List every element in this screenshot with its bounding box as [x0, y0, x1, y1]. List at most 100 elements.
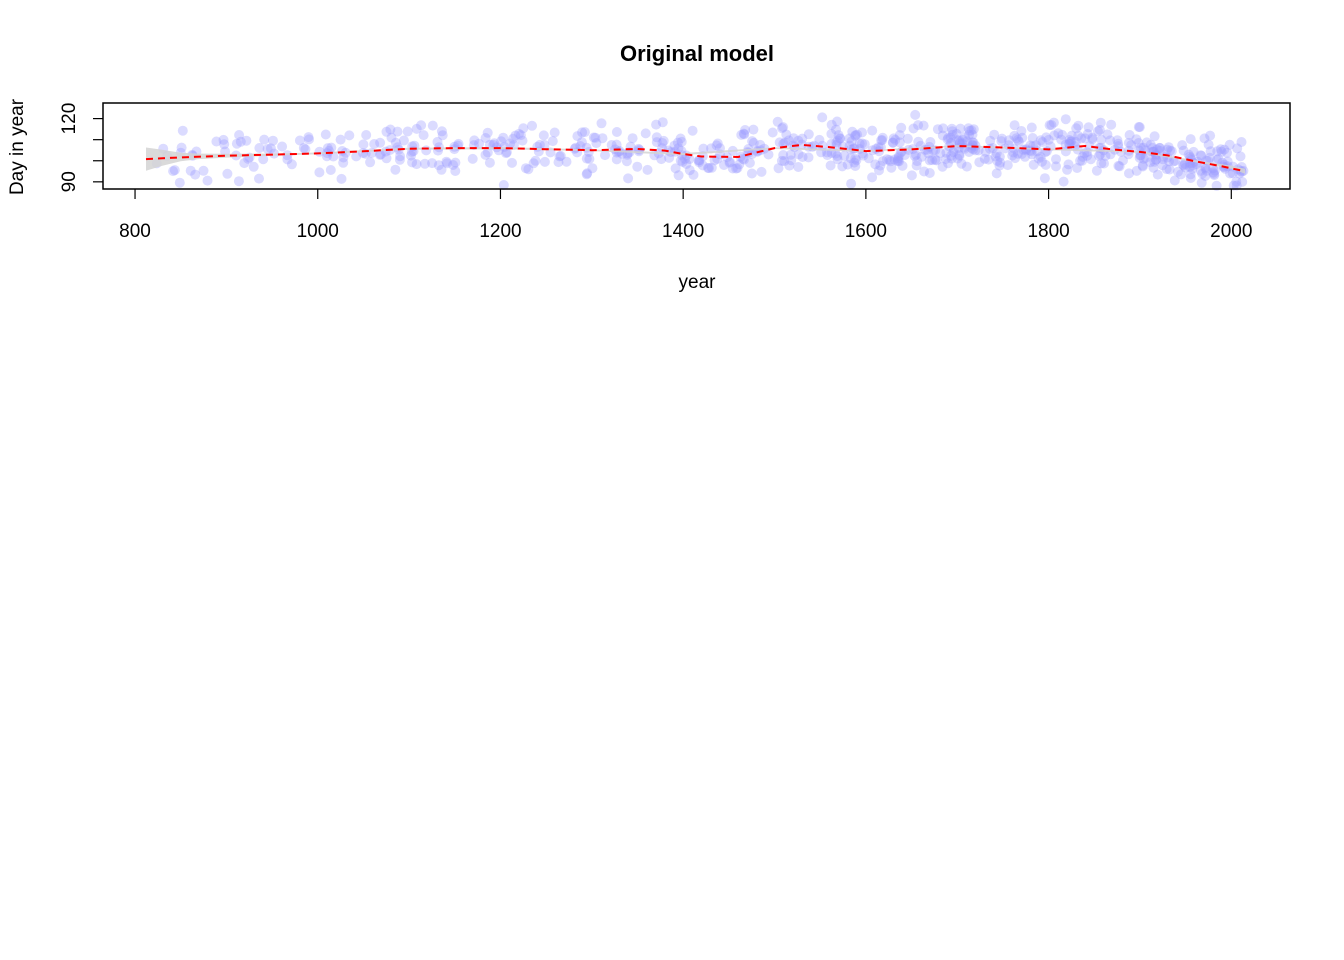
data-point	[797, 152, 808, 162]
data-point	[826, 119, 837, 130]
data-point	[1177, 159, 1188, 170]
data-point	[569, 143, 580, 154]
data-point	[1095, 117, 1106, 128]
data-point	[834, 133, 845, 144]
data-point	[282, 154, 293, 165]
data-point	[1060, 146, 1071, 157]
data-point	[1157, 160, 1168, 171]
data-point	[657, 138, 668, 148]
data-point	[1196, 150, 1207, 161]
data-point	[651, 119, 662, 130]
data-point	[693, 155, 704, 166]
data-point	[258, 154, 269, 165]
data-point	[501, 147, 512, 158]
data-point	[407, 157, 418, 168]
y-axis-label: Day in year	[7, 98, 28, 195]
data-point	[1053, 128, 1064, 139]
data-point	[262, 144, 273, 154]
data-point	[943, 158, 953, 169]
data-point	[1232, 143, 1243, 154]
data-point	[1188, 146, 1199, 157]
data-point	[336, 173, 347, 184]
data-point	[774, 137, 785, 148]
data-point	[893, 151, 904, 162]
data-point	[658, 135, 669, 146]
data-point	[712, 138, 723, 149]
data-point	[947, 129, 958, 140]
data-point	[781, 129, 792, 140]
data-point	[739, 129, 750, 140]
data-point	[706, 162, 717, 173]
data-point	[932, 124, 943, 135]
data-point	[946, 153, 957, 164]
data-point	[672, 137, 683, 148]
data-point	[1197, 168, 1208, 179]
data-point	[1222, 156, 1233, 167]
data-point	[436, 126, 447, 137]
data-point	[514, 128, 524, 139]
data-point	[1138, 142, 1149, 153]
data-point	[1033, 153, 1044, 164]
data-point	[168, 166, 179, 177]
data-point	[1062, 164, 1073, 175]
data-point	[941, 147, 952, 158]
data-point	[899, 150, 910, 160]
data-point	[1150, 154, 1161, 165]
data-point	[1035, 151, 1046, 162]
data-point	[850, 161, 861, 171]
data-point	[994, 151, 1005, 162]
data-point	[1009, 130, 1020, 141]
data-point	[990, 151, 1001, 162]
data-point	[219, 139, 230, 150]
data-point	[395, 151, 406, 162]
data-point	[588, 132, 599, 143]
data-point	[966, 143, 977, 153]
data-point	[1131, 134, 1142, 145]
data-point	[1076, 133, 1087, 144]
data-point	[1227, 168, 1238, 179]
data-point	[1179, 158, 1190, 169]
data-point	[1048, 117, 1059, 128]
data-point	[849, 157, 860, 168]
data-point	[736, 129, 747, 140]
data-point	[496, 136, 507, 147]
data-point	[886, 162, 897, 173]
data-point	[1064, 135, 1075, 145]
data-point	[847, 126, 858, 137]
data-point	[1211, 155, 1222, 165]
data-point	[970, 140, 981, 151]
data-point	[539, 140, 550, 150]
data-point	[803, 129, 814, 140]
data-point	[680, 154, 690, 164]
data-point	[320, 129, 331, 140]
data-point	[698, 143, 709, 154]
data-point	[747, 136, 758, 147]
data-point	[850, 153, 861, 164]
data-point	[797, 133, 808, 144]
data-point	[597, 133, 608, 144]
data-point	[876, 135, 887, 146]
data-point	[1091, 165, 1102, 176]
data-point	[374, 149, 385, 160]
data-point	[1060, 114, 1071, 125]
data-point	[515, 130, 526, 141]
data-point	[909, 151, 920, 162]
data-point	[846, 178, 857, 189]
data-point	[675, 155, 686, 166]
x-tick-label: 2000	[1210, 221, 1252, 242]
data-point	[427, 120, 438, 131]
x-tick-label: 1800	[1027, 221, 1069, 242]
data-point	[1178, 145, 1189, 156]
data-point	[498, 180, 509, 190]
data-point	[469, 135, 480, 146]
data-point	[755, 139, 766, 150]
data-point	[169, 165, 180, 176]
data-point	[235, 136, 246, 147]
data-point	[1049, 130, 1060, 141]
data-point	[962, 136, 972, 147]
data-point	[1165, 145, 1176, 156]
data-point	[1016, 126, 1027, 136]
data-point	[756, 166, 767, 177]
data-point	[390, 164, 401, 175]
data-point	[656, 154, 667, 165]
